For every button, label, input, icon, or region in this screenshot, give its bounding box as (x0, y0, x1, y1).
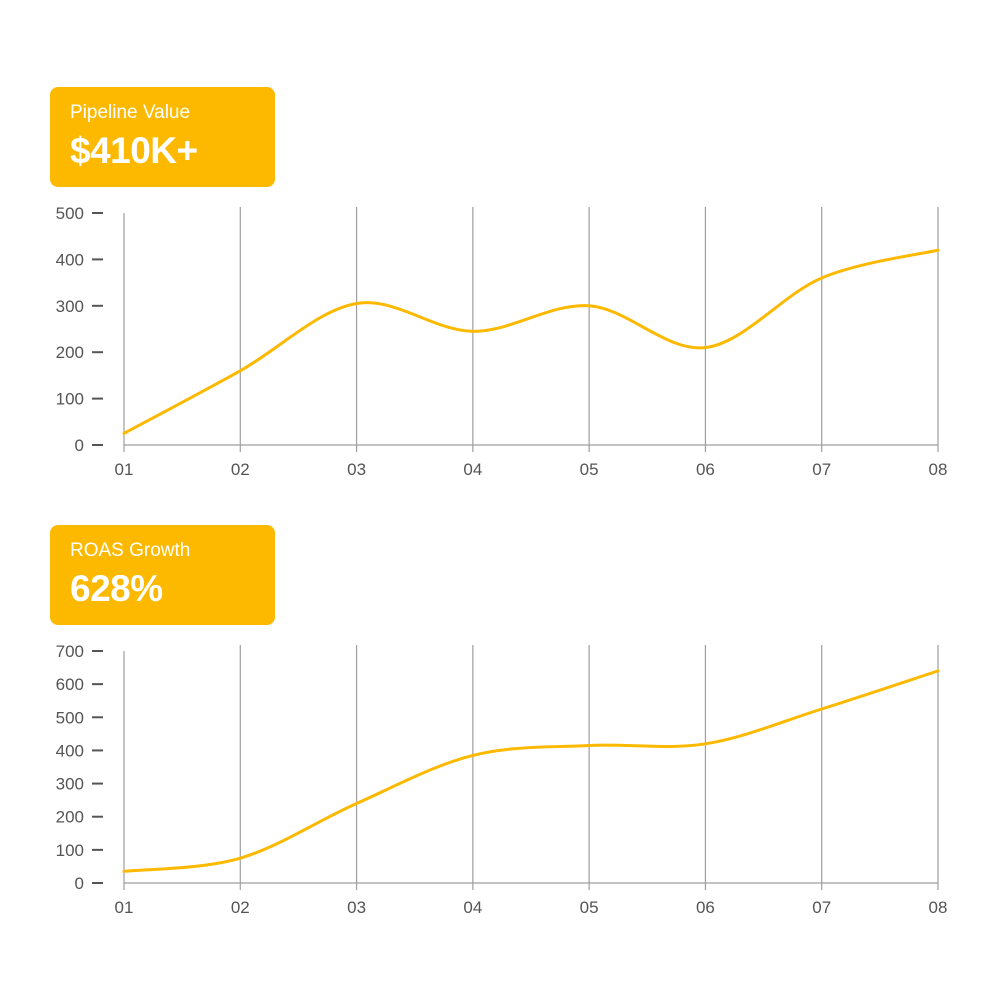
x-tick-label: 02 (231, 898, 250, 917)
kpi-label: ROAS Growth (70, 540, 191, 561)
x-tick-label: 05 (580, 898, 599, 917)
y-tick-label: 700 (56, 642, 84, 661)
y-tick-label: 200 (56, 343, 84, 362)
x-tick-label: 05 (580, 460, 599, 479)
x-tick-label: 03 (347, 898, 366, 917)
y-tick-label: 0 (75, 874, 84, 893)
y-tick-label: 600 (56, 675, 84, 694)
y-tick-label: 300 (56, 775, 84, 794)
x-tick-label: 04 (463, 460, 482, 479)
x-tick-label: 07 (812, 460, 831, 479)
x-tick-label: 02 (231, 460, 250, 479)
y-tick-label: 300 (56, 297, 84, 316)
y-tick-label: 400 (56, 741, 84, 760)
kpi-card-roas: ROAS Growth 628% (50, 525, 275, 625)
kpi-label: Pipeline Value (70, 102, 191, 123)
y-tick-label: 500 (56, 708, 84, 727)
y-tick-label: 0 (75, 436, 84, 455)
x-tick-label: 01 (115, 898, 134, 917)
x-tick-label: 06 (696, 460, 715, 479)
y-tick-label: 200 (56, 808, 84, 827)
x-tick-label: 04 (463, 898, 482, 917)
x-tick-label: 03 (347, 460, 366, 479)
x-tick-label: 06 (696, 898, 715, 917)
kpi-value: $410K+ (70, 130, 198, 171)
y-tick-label: 100 (56, 841, 84, 860)
y-tick-label: 400 (56, 250, 84, 269)
roas-line-chart: 0 100 200 300 400 500 600 700 01 02 03 04 05 06 07 08 (56, 642, 948, 917)
series-line (122, 248, 940, 435)
y-tick-label: 100 (56, 390, 84, 409)
x-tick-label: 08 (929, 898, 948, 917)
kpi-value: 628% (70, 568, 163, 609)
series-line (122, 669, 940, 873)
kpi-card-pipeline: Pipeline Value $410K+ (50, 87, 275, 187)
x-tick-label: 01 (115, 460, 134, 479)
pipeline-line-chart: 0 100 200 300 400 500 01 02 03 04 05 06 07 08 (56, 204, 948, 479)
x-tick-label: 08 (929, 460, 948, 479)
y-tick-label: 500 (56, 204, 84, 223)
x-tick-label: 07 (812, 898, 831, 917)
